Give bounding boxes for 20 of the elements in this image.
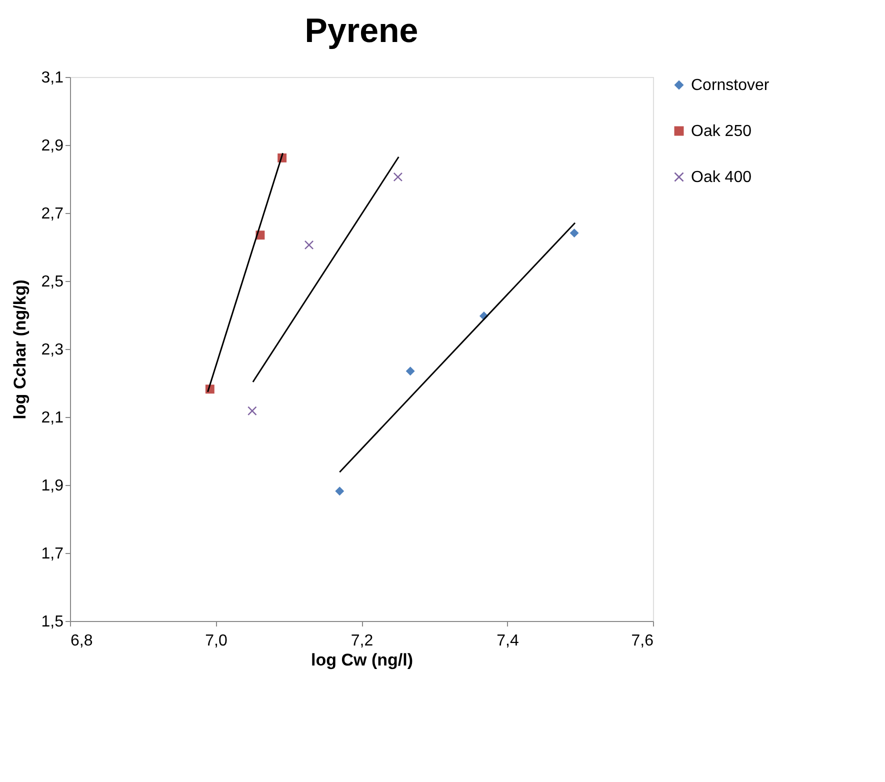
- x-tick-label: 7,6: [631, 632, 654, 650]
- y-tick-label: 2,3: [41, 342, 64, 358]
- y-tick-label: 3,1: [41, 70, 64, 86]
- x-tick-label: 7,4: [496, 632, 519, 650]
- chart-title: Pyrene: [304, 12, 418, 50]
- y-axis-title: log Cchar (ng/kg): [10, 280, 30, 420]
- x-tick-label: 6,8: [70, 632, 93, 650]
- x-axis-title: log Cw (ng/l): [311, 650, 413, 670]
- y-tick-label: 2,5: [41, 274, 64, 290]
- y-tick-label: 2,7: [41, 206, 64, 222]
- legend-label: Cornstover: [691, 77, 770, 94]
- legend-label: Oak 400: [691, 169, 752, 186]
- legend-label: Oak 250: [691, 123, 752, 140]
- x-tick-label: 7,2: [350, 632, 374, 650]
- y-tick-label: 2,1: [41, 410, 64, 426]
- y-tick-label: 1,9: [41, 478, 64, 494]
- x-tick-label: 7,0: [205, 632, 228, 650]
- y-tick-label: 2,9: [41, 138, 64, 154]
- y-tick-label: 1,5: [41, 614, 64, 630]
- y-tick-label: 1,7: [41, 546, 64, 562]
